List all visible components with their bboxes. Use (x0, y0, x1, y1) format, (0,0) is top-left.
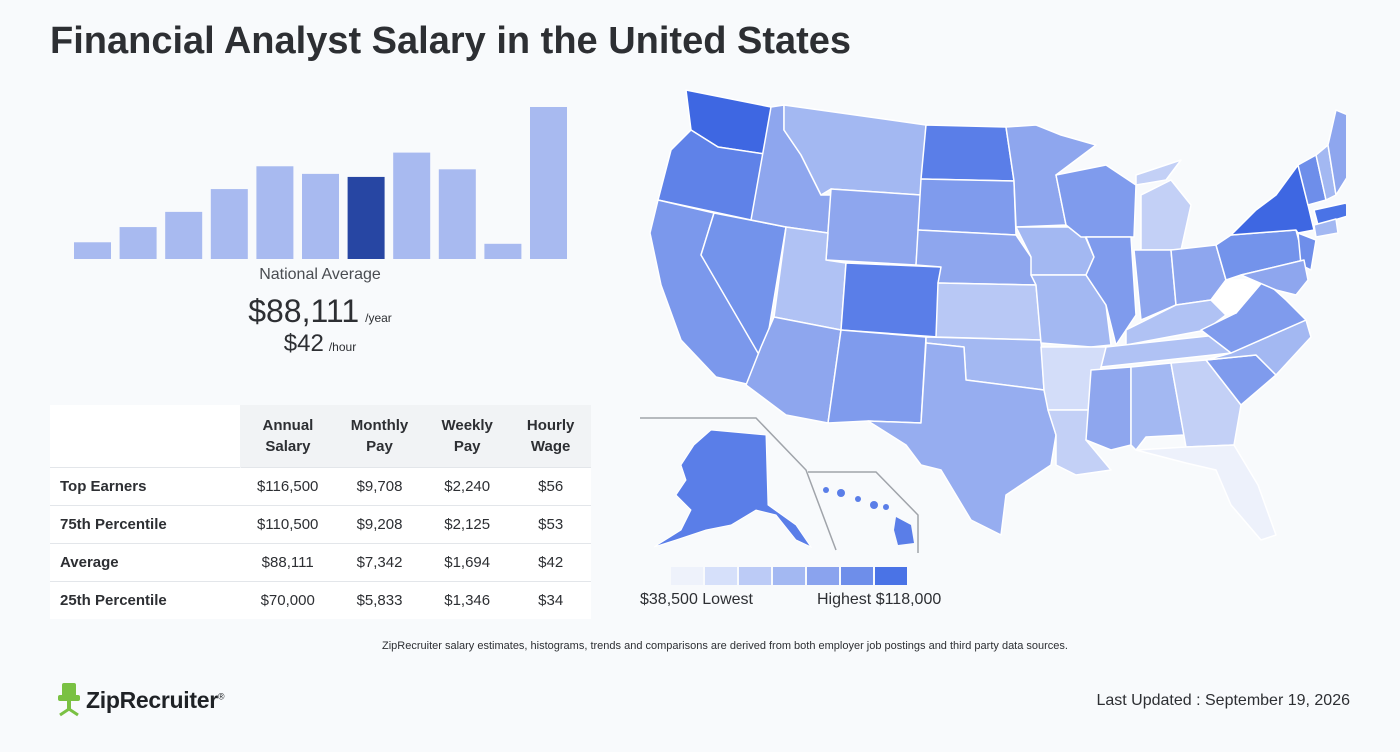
header-weekly-pay: Weekly Pay (424, 405, 511, 468)
state-illinois[interactable] (1085, 236, 1137, 346)
header-monthly-pay: Monthly Pay (335, 405, 425, 468)
table-cell: $42 (510, 543, 591, 582)
row-label: Average (50, 543, 241, 582)
histogram-bar (74, 242, 111, 259)
national-annual-salary: $88,111/year (170, 293, 470, 330)
ziprecruiter-logo[interactable]: ZipRecruiter® (58, 683, 225, 717)
table-cell: $70,000 (240, 581, 335, 619)
histogram-bar (256, 166, 294, 259)
state-hawaii[interactable] (823, 487, 914, 545)
histogram-bar (438, 169, 476, 259)
table-row: Top Earners $116,500 $9,708 $2,240 $56 (50, 467, 591, 506)
table-cell: $7,342 (335, 543, 425, 582)
table-cell: $53 (510, 505, 591, 544)
hawaii-inset-border (808, 471, 919, 553)
legend-swatch (705, 567, 737, 585)
logo-text: ZipRecruiter® (86, 686, 225, 713)
histogram-bar (165, 211, 203, 259)
annual-amount: $88,111 (248, 293, 360, 329)
header-annual-salary: Annual Salary (240, 405, 335, 468)
histogram-bar (393, 152, 431, 259)
histogram-bar (302, 173, 339, 259)
us-salary-map (640, 89, 1346, 553)
state-wyoming[interactable] (825, 188, 922, 266)
table-cell: $9,708 (335, 467, 425, 506)
legend-swatch (841, 567, 873, 585)
legend-swatch (739, 567, 771, 585)
histogram-bar (530, 107, 567, 259)
row-label: 75th Percentile (50, 505, 241, 544)
hourly-amount: $42 (283, 330, 324, 357)
salary-table: Annual Salary Monthly Pay Weekly Pay Hourly… (50, 405, 591, 619)
table-cell: $110,500 (240, 505, 335, 544)
last-updated: Last Updated : September 19, 2026 (1096, 692, 1350, 709)
table-cell: $116,500 (240, 467, 335, 506)
legend-swatch (773, 567, 805, 585)
state-florida[interactable] (1135, 444, 1277, 541)
state-south-dakota[interactable] (917, 178, 1017, 236)
chair-icon (58, 683, 80, 717)
table-cell: $56 (510, 467, 591, 506)
salary-histogram (74, 107, 567, 259)
map-legend (671, 567, 907, 585)
table-cell: $2,125 (424, 505, 511, 544)
state-maryland-delaware[interactable] (1240, 259, 1309, 296)
state-connecticut-ri[interactable] (1313, 218, 1339, 238)
table-cell: $2,240 (424, 467, 511, 506)
legend-swatch (807, 567, 839, 585)
header-blank (50, 405, 241, 468)
row-label: 25th Percentile (50, 581, 241, 619)
legend-low-label: $38,500 Lowest (640, 591, 753, 608)
state-georgia[interactable] (1170, 359, 1242, 448)
state-north-dakota[interactable] (920, 124, 1015, 182)
state-michigan[interactable] (1135, 159, 1192, 251)
state-new-mexico[interactable] (827, 329, 927, 424)
table-header-row: Annual Salary Monthly Pay Weekly Pay Hourly… (50, 405, 591, 468)
row-label: Top Earners (50, 467, 241, 506)
histogram-bar-highlight (347, 176, 385, 259)
table-cell: $88,111 (240, 543, 335, 582)
alaska-inset-border (640, 417, 837, 551)
table-row: 75th Percentile $110,500 $9,208 $2,125 $… (50, 505, 591, 544)
state-texas[interactable] (867, 342, 1057, 536)
table-cell: $9,208 (335, 505, 425, 544)
national-average-label: National Average (259, 266, 381, 283)
state-mississippi[interactable] (1085, 366, 1132, 451)
legend-high-label: Highest $118,000 (817, 591, 942, 608)
national-hourly-wage: $42/hour (170, 330, 470, 358)
state-kansas[interactable] (935, 282, 1042, 341)
state-colorado[interactable] (840, 262, 942, 338)
histogram-bar (210, 189, 248, 259)
table-row: 25th Percentile $70,000 $5,833 $1,346 $3… (50, 581, 591, 619)
legend-swatch (671, 567, 703, 585)
header-hourly-wage: Hourly Wage (510, 405, 591, 468)
table-row: Average $88,111 $7,342 $1,694 $42 (50, 543, 591, 582)
table-cell: $5,833 (335, 581, 425, 619)
footnote: ZipRecruiter salary estimates, histogram… (382, 640, 1068, 652)
state-massachusetts[interactable] (1313, 202, 1346, 226)
table-cell: $34 (510, 581, 591, 619)
legend-swatch (875, 567, 907, 585)
histogram-bar (119, 227, 157, 259)
histogram-bar (484, 243, 522, 259)
hourly-unit: /hour (328, 340, 357, 354)
state-maine[interactable] (1327, 109, 1346, 196)
page-title: Financial Analyst Salary in the United S… (50, 20, 852, 62)
table-cell: $1,694 (424, 543, 511, 582)
table-cell: $1,346 (424, 581, 511, 619)
state-wisconsin[interactable] (1055, 164, 1137, 238)
state-alaska[interactable] (653, 429, 813, 549)
annual-unit: /year (365, 311, 392, 325)
